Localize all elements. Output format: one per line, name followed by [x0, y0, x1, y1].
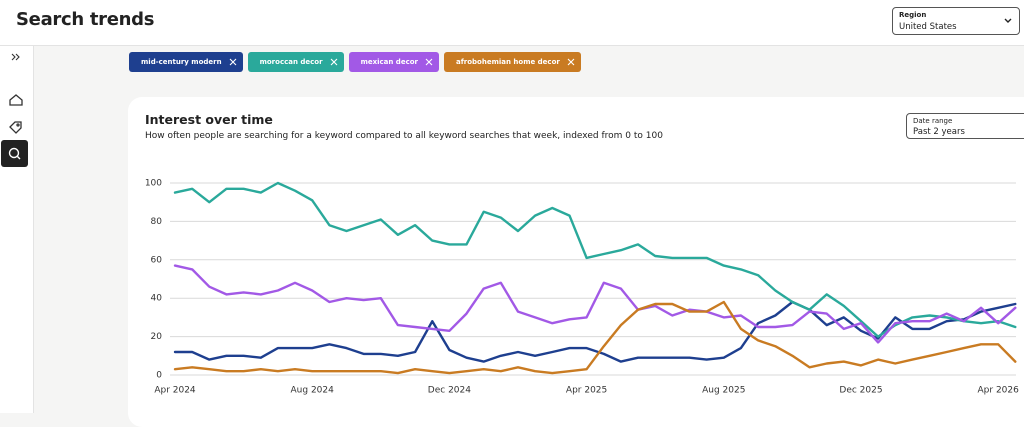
sidebar	[0, 46, 34, 413]
y-tick-label: 60	[151, 255, 163, 265]
home-icon[interactable]	[9, 94, 23, 106]
remove-icon[interactable]	[330, 58, 338, 66]
sidebar-icons	[1, 53, 28, 167]
x-tick-label: Dec 2024	[428, 386, 471, 396]
legend-label: afrobohemian home decor	[455, 58, 560, 66]
x-tick-label: Aug 2024	[291, 386, 335, 396]
date-range-label: Date range	[913, 117, 953, 125]
date-range-select[interactable]: Date range Past 2 years	[906, 113, 1024, 139]
header: Search trends Region United States	[0, 0, 1024, 46]
keyword-chip[interactable]: mid-century modern	[129, 52, 243, 72]
region-value: United States	[899, 22, 957, 32]
series-line	[173, 300, 1017, 375]
legend-label: moroccan decor	[259, 58, 323, 66]
chevron-icon	[1004, 18, 1012, 23]
chart-title: Interest over time	[145, 112, 273, 127]
remove-icon[interactable]	[229, 58, 237, 66]
y-tick-label: 100	[145, 179, 162, 189]
keyword-chip[interactable]: mexican decor	[348, 52, 439, 72]
date-range-value: Past 2 years	[913, 127, 965, 137]
remove-icon[interactable]	[425, 58, 433, 66]
x-tick-label: Aug 2025	[702, 386, 745, 396]
chart-subtitle: How often people are searching for a key…	[145, 131, 663, 141]
keyword-chip[interactable]: moroccan decor	[247, 52, 344, 72]
keyword-chip[interactable]: afrobohemian home decor	[443, 52, 581, 72]
search-trends-button[interactable]	[1, 140, 28, 167]
search-icon	[8, 147, 21, 160]
series-line	[173, 300, 1017, 363]
legend-label: mid-century modern	[141, 58, 222, 66]
keyword-chips: mid-century modern moroccan decor mexican …	[129, 52, 581, 72]
remove-icon[interactable]	[567, 58, 575, 66]
y-tick-label: 0	[156, 371, 162, 381]
region-select[interactable]: Region United States	[892, 7, 1020, 35]
x-tick-label: Apr 2026	[978, 386, 1020, 396]
x-tick-label: Dec 2025	[839, 386, 882, 396]
page-title: Search trends	[16, 9, 155, 30]
chart: 0 20 40 60 80 100 Apr 2024 Aug 2024 Dec 2024 Apr …	[145, 179, 1020, 396]
series-line	[173, 181, 1017, 338]
y-tick-label: 20	[151, 332, 163, 342]
y-tick-label: 80	[151, 217, 163, 227]
legend-label: mexican decor	[360, 58, 418, 66]
y-tick-label: 40	[151, 294, 163, 304]
region-label: Region	[899, 11, 927, 19]
tag-icon[interactable]	[9, 121, 22, 134]
series-line	[173, 264, 1017, 344]
x-tick-label: Apr 2025	[566, 386, 607, 396]
x-tick-label: Apr 2024	[154, 386, 196, 396]
expand-icon[interactable]	[11, 53, 20, 61]
